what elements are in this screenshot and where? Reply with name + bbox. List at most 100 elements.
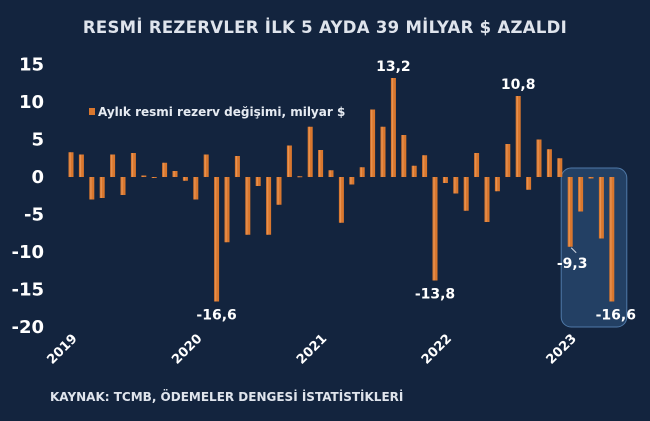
bar-highlight: [485, 177, 487, 222]
y-tick-label: -20: [11, 317, 44, 338]
bar: [318, 150, 324, 177]
data-label: 13,2: [376, 59, 411, 75]
bar: [297, 176, 303, 178]
bar-highlight: [506, 144, 508, 177]
bar: [328, 170, 334, 177]
bar: [536, 139, 542, 177]
bar: [411, 165, 417, 177]
bar-highlight: [454, 177, 456, 194]
bar: [453, 177, 459, 194]
bar: [89, 177, 95, 200]
bar-highlight: [69, 152, 71, 177]
bar-highlight: [204, 154, 206, 177]
bar: [432, 177, 438, 281]
x-tick-label: 2023: [544, 331, 580, 367]
bar-highlight: [183, 177, 186, 181]
bar: [110, 154, 116, 177]
bar: [463, 177, 469, 211]
legend-swatch: [89, 108, 95, 115]
bar-highlight: [215, 177, 217, 302]
y-tick-label: -15: [11, 280, 44, 301]
bar: [567, 177, 573, 247]
y-tick-label: -10: [11, 242, 44, 263]
bar: [484, 177, 490, 222]
bar: [609, 177, 615, 302]
bar-highlight: [256, 177, 258, 186]
bar-highlight: [371, 109, 373, 177]
bar-highlight: [329, 170, 331, 177]
bar-highlight: [599, 177, 602, 239]
bar-highlight: [412, 165, 414, 177]
bar-highlight: [475, 153, 477, 177]
bar: [588, 177, 594, 179]
bar: [546, 149, 552, 177]
bar: [598, 177, 604, 239]
bar-highlight: [225, 177, 227, 243]
bar: [234, 156, 240, 177]
bar: [214, 177, 220, 302]
bar: [359, 167, 365, 177]
y-tick-label: 10: [19, 92, 44, 113]
leader-line: [570, 247, 577, 254]
bar: [193, 177, 199, 200]
bar: [390, 78, 396, 177]
bar: [68, 152, 74, 177]
bar-highlight: [111, 154, 113, 177]
bar-highlight: [495, 177, 498, 192]
bar: [370, 109, 376, 177]
bar-highlight: [568, 177, 570, 247]
bar-highlight: [516, 96, 518, 177]
data-label: 10,8: [501, 77, 536, 93]
bar-highlight: [277, 177, 279, 205]
bar-highlight: [163, 162, 165, 177]
bar-highlight: [443, 177, 446, 183]
bar: [120, 177, 126, 195]
bar-highlight: [350, 177, 352, 185]
bar: [141, 175, 147, 177]
bar-highlight: [90, 177, 92, 200]
bar: [130, 153, 136, 177]
y-tick-label: -5: [24, 205, 44, 226]
bar: [349, 177, 355, 185]
bar-highlight: [235, 156, 238, 177]
bar: [338, 177, 344, 223]
x-tick-label: 2022: [419, 331, 455, 367]
y-tick-label: 0: [31, 167, 44, 188]
bar-highlight: [381, 126, 383, 177]
bar: [578, 177, 584, 212]
bar: [162, 162, 168, 177]
data-label: -9,3: [557, 256, 588, 272]
bar-highlight: [319, 150, 321, 177]
bar: [78, 154, 84, 177]
bar: [286, 145, 292, 177]
bar-highlight: [173, 171, 175, 177]
source-note: KAYNAK: TCMB, ÖDEMELER DENGESİ İSTATİSTİ…: [50, 390, 404, 404]
bar-highlight: [558, 158, 560, 177]
x-tick-label: 2019: [44, 331, 80, 367]
bar-highlight: [610, 177, 612, 302]
bar: [307, 126, 313, 177]
bar: [151, 177, 157, 178]
data-label: -16,6: [596, 308, 636, 324]
bar-highlight: [79, 154, 82, 177]
bar: [255, 177, 261, 186]
bar-highlight: [339, 177, 342, 223]
bar: [526, 177, 532, 190]
bar-highlight: [402, 135, 404, 177]
x-tick-label: 2020: [169, 331, 205, 367]
bar-highlight: [100, 177, 102, 198]
data-label: -16,6: [196, 308, 236, 324]
bar: [401, 135, 407, 177]
legend-label: Aylık resmi rezerv değişimi, milyar $: [98, 105, 345, 119]
bar-highlight: [433, 177, 435, 281]
bar: [172, 171, 178, 177]
bar: [422, 155, 428, 177]
data-label: -13,8: [415, 287, 455, 303]
bar-highlight: [360, 167, 362, 177]
bar-highlight: [121, 177, 123, 195]
bar: [276, 177, 282, 205]
bar-highlight: [579, 177, 581, 212]
bar-highlight: [131, 153, 134, 177]
bar: [203, 154, 209, 177]
